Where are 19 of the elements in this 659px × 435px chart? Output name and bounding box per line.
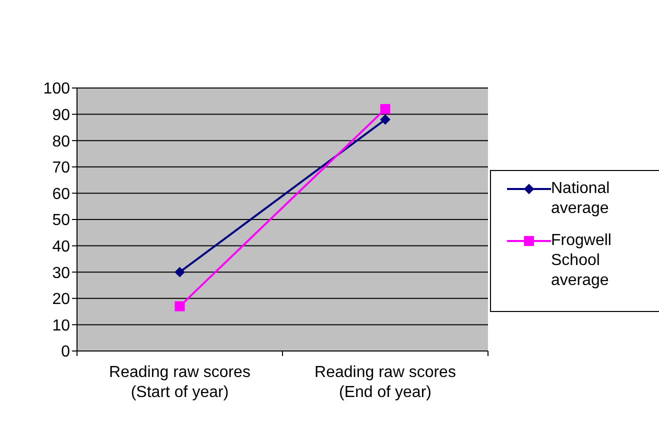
y-tick-label: 50 — [52, 212, 70, 230]
legend-label: National average — [551, 179, 611, 219]
y-tick-label: 30 — [52, 264, 70, 282]
y-tick-label: 70 — [52, 160, 70, 177]
legend-label: Frogwell School average — [551, 231, 612, 291]
point — [174, 301, 185, 312]
y-tick-label: 10 — [52, 317, 70, 334]
point — [380, 104, 390, 114]
y-tick-label: 40 — [52, 238, 70, 256]
point — [380, 114, 390, 125]
y-tick-label: 20 — [52, 291, 70, 308]
point — [174, 267, 185, 278]
y-tick-label: 80 — [52, 133, 70, 150]
y-tick-label: 100 — [43, 80, 70, 98]
y-tick-label: 0 — [61, 344, 70, 361]
y-tick-label: 60 — [52, 186, 70, 203]
x-tick-label: Reading raw scores (End of year) — [314, 364, 456, 401]
y-tick-label: 90 — [52, 106, 70, 124]
x-tick-label: Reading raw scores (Start of year) — [109, 364, 250, 401]
